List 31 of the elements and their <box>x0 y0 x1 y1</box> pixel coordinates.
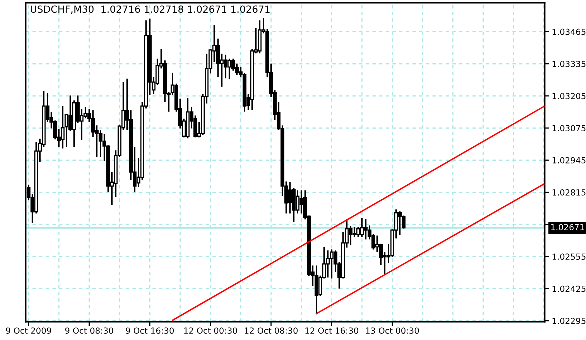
y-tick-label: 1.03335 <box>552 61 586 68</box>
y-tick-label: 1.02425 <box>552 286 586 292</box>
x-tick-label: 9 Oct 08:30 <box>65 328 114 334</box>
y-tick-label: 1.03465 <box>552 28 586 36</box>
x-tick-label: 12 Oct 16:30 <box>306 328 359 334</box>
candlestick <box>61 106 65 149</box>
candlestick <box>288 182 292 214</box>
candlestick <box>360 218 364 238</box>
y-tick-label: 1.02945 <box>552 157 586 164</box>
candlestick <box>352 227 357 238</box>
y-tick-label: 1.02295 <box>552 318 586 324</box>
x-tick-label: 12 Oct 08:30 <box>245 328 298 334</box>
candlestick <box>364 219 368 240</box>
candlestick <box>228 58 232 80</box>
candlestick <box>330 250 334 279</box>
x-tick-label: 9 Oct 2009 <box>6 328 52 334</box>
candlestick <box>348 226 353 246</box>
x-tick-label: 9 Oct 16:30 <box>126 328 174 334</box>
y-tick-label: 1.02555 <box>552 254 586 260</box>
y-tick-label: 1.03075 <box>552 125 586 132</box>
candlestick <box>398 212 402 236</box>
x-tick-label: 12 Oct 00:30 <box>184 328 238 334</box>
chart-title: USDCHF,M30 1.02716 1.02718 1.02671 1.02671 <box>30 6 270 14</box>
ref-line-label: 1.02671 <box>551 224 584 231</box>
y-tick-label: 1.02815 <box>552 190 586 196</box>
x-tick-label: 13 Oct 00:30 <box>366 328 420 334</box>
candlestick <box>296 190 300 214</box>
candlestick <box>326 250 330 278</box>
candlestick <box>258 20 262 54</box>
y-tick-label: 1.03205 <box>552 93 586 100</box>
candlestick <box>314 266 319 315</box>
